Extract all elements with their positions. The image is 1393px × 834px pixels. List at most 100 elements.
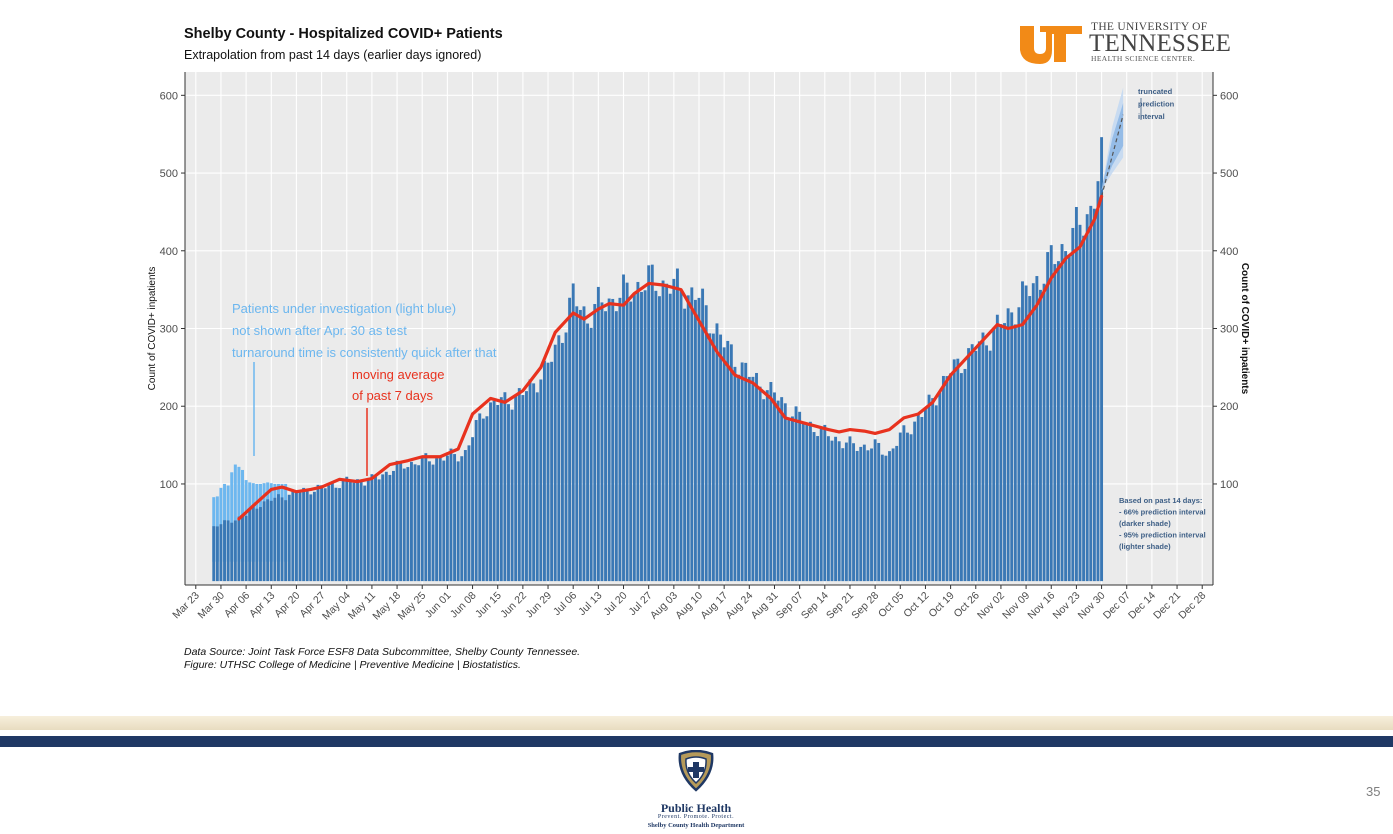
page-number: 35 [1366, 784, 1381, 799]
confirmed-bar [906, 432, 909, 582]
confirmed-bar [420, 456, 424, 582]
confirmed-bar [1039, 289, 1042, 582]
confirmed-bar [726, 340, 730, 582]
confirmed-bar [884, 455, 888, 582]
confirmed-bar [1067, 256, 1071, 582]
confirmed-bar [902, 425, 906, 582]
confirmed-bar [826, 436, 830, 582]
confirmed-bar [715, 323, 719, 582]
confirmed-bar [348, 481, 352, 582]
confirmed-bar [740, 362, 744, 582]
confirmed-bar [924, 408, 927, 582]
confirmed-bar [762, 399, 766, 582]
prediction-interval-legend-line: (lighter shade) [1119, 542, 1171, 551]
confirmed-bar [787, 417, 791, 582]
x-tick-label: Nov 16 [1025, 590, 1057, 622]
confirmed-bar [805, 422, 809, 582]
confirmed-bar [916, 414, 920, 582]
confirmed-bar [330, 483, 334, 582]
confirmed-bar [341, 480, 345, 582]
confirmed-bar [467, 445, 471, 582]
confirmed-bar [248, 509, 252, 582]
confirmed-bar [474, 420, 478, 582]
confirmed-bar [834, 436, 838, 582]
confirmed-bar [370, 474, 374, 582]
confirmed-bar [366, 480, 370, 582]
confirmed-bar [985, 345, 988, 582]
confirmed-bar [402, 468, 406, 582]
x-tick-label: Nov 02 [975, 590, 1007, 622]
confirmed-bar [974, 350, 978, 582]
confirmed-bar [485, 416, 489, 582]
confirmed-bar [920, 417, 924, 582]
confirmed-bar [280, 497, 284, 582]
confirmed-bar [909, 434, 913, 582]
forecast-trend-line [1100, 114, 1124, 197]
confirmed-bar [719, 334, 723, 582]
confirmed-bar [751, 376, 755, 582]
confirmed-bar [722, 347, 726, 582]
y-tick-label-left: 200 [160, 401, 178, 413]
confirmed-bar [381, 474, 385, 582]
confirmed-bar [873, 439, 877, 582]
prediction-interval-legend-line: - 66% prediction interval [1119, 508, 1206, 517]
public-health-tagline: Prevent. Promote. Protect. [657, 814, 735, 820]
confirmed-bar [456, 461, 460, 582]
confirmed-bar [438, 456, 442, 582]
x-tick-label: Jun 08 [448, 590, 479, 621]
confirmed-bar [237, 516, 241, 582]
confirmed-bar [880, 454, 884, 582]
confirmed-bar [686, 295, 690, 582]
confirmed-bar [675, 268, 679, 582]
confirmed-bar [697, 297, 701, 582]
chart: 100 100 200 200 300 300 400 400 500 500 600 600 Mar … [147, 72, 1250, 622]
confirmed-bar [532, 383, 536, 582]
confirmed-bar [593, 304, 597, 582]
prediction-interval-legend-line: Based on past 14 days: [1119, 496, 1202, 505]
confirmed-bar [647, 265, 651, 582]
confirmed-bar [1003, 323, 1006, 582]
confirmed-bar [654, 290, 658, 582]
ut-logo-line3: HEALTH SCIENCE CENTER. [1091, 54, 1196, 63]
confirmed-bar [302, 487, 306, 582]
confirmed-bar [223, 520, 226, 582]
confirmed-bar [298, 491, 302, 582]
public-health-shield-icon [678, 750, 714, 792]
confirmed-bar [359, 481, 363, 582]
confirmed-bar [287, 494, 291, 582]
y-tick-label-right: 100 [1220, 479, 1238, 491]
pui-bar [230, 472, 234, 562]
confirmed-bar [844, 442, 848, 582]
x-tick-label: Apr 06 [222, 590, 252, 620]
x-tick-label: Aug 17 [698, 590, 730, 622]
confirmed-bar [291, 489, 295, 582]
confirmed-bar [294, 491, 298, 582]
chart-title: Shelby County - Hospitalized COVID+ Pati… [184, 26, 503, 42]
confirmed-bar [769, 382, 773, 582]
confirmed-bar [855, 450, 859, 582]
x-tick-label: Nov 23 [1051, 590, 1083, 622]
confirmed-bar [611, 298, 615, 582]
confirmed-bar [852, 443, 856, 582]
confirmed-bar [460, 456, 464, 582]
confirmed-bar [941, 375, 945, 582]
confirmed-bar [1074, 206, 1078, 582]
confirmed-bar [949, 373, 953, 582]
confirmed-bar [614, 311, 618, 582]
x-tick-label: Jul 20 [601, 590, 629, 618]
confirmed-bar [586, 323, 590, 582]
confirmed-bar [1060, 244, 1064, 582]
confirmed-bars [212, 137, 1104, 582]
prediction-interval-66 [1101, 103, 1124, 191]
confirmed-bar [629, 301, 633, 582]
confirmed-bar [305, 489, 309, 582]
confirmed-bar [226, 520, 230, 582]
confirmed-bar [230, 522, 234, 582]
confirmed-bar [1042, 283, 1046, 582]
public-health-name: Public Health [660, 801, 732, 815]
x-tick-label: Jun 22 [498, 590, 529, 621]
confirmed-bar [995, 314, 999, 582]
confirmed-bar [596, 286, 600, 582]
confirmed-bar [773, 392, 776, 582]
confirmed-bar [729, 344, 733, 582]
